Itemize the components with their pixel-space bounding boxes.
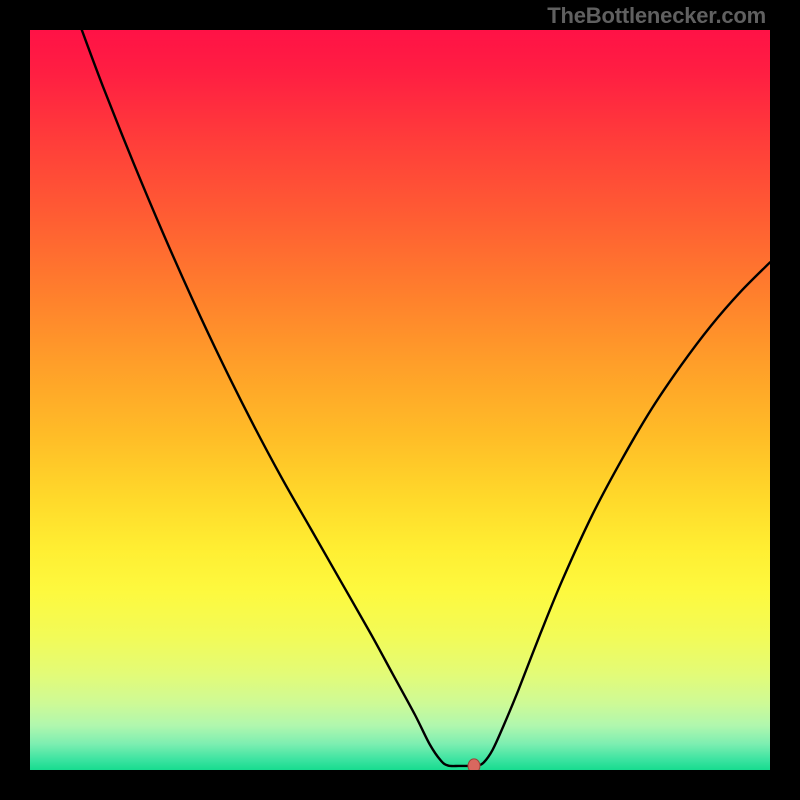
chart-border xyxy=(0,0,800,800)
chart-stage: TheBottlenecker.com xyxy=(0,0,800,800)
watermark-text: TheBottlenecker.com xyxy=(547,3,766,29)
